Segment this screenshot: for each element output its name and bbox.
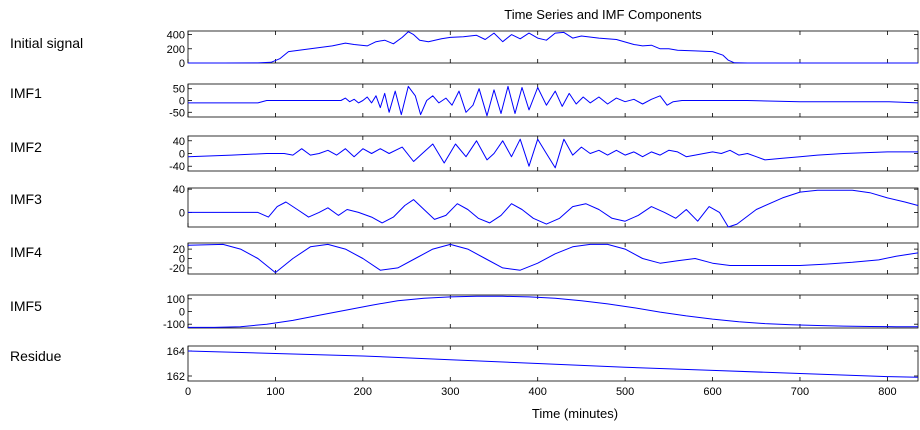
y-tick-label: 40 bbox=[173, 136, 185, 148]
y-tick-label: 200 bbox=[167, 44, 185, 56]
x-axis-label: Time (minutes) bbox=[532, 406, 618, 421]
x-tick-label: 100 bbox=[266, 386, 284, 398]
panel-frame bbox=[187, 294, 919, 329]
panel-frame bbox=[187, 30, 919, 64]
x-tick-label: 0 bbox=[185, 386, 191, 398]
panel-frame bbox=[187, 187, 919, 228]
panel-frame bbox=[187, 135, 919, 172]
y-tick-label: -40 bbox=[169, 161, 185, 173]
x-tick-label: 400 bbox=[529, 386, 547, 398]
series-line bbox=[188, 31, 918, 64]
panel-6: Residue 162 164 bbox=[10, 345, 919, 383]
series-line bbox=[187, 138, 918, 169]
panel-3: IMF3 0 40 bbox=[10, 184, 919, 228]
x-tick-label: 200 bbox=[354, 386, 372, 398]
y-tick-label: 400 bbox=[167, 30, 185, 42]
y-tick-label: 40 bbox=[173, 184, 185, 196]
y-tick-label: 100 bbox=[167, 294, 185, 306]
y-tick-label: -50 bbox=[169, 107, 185, 119]
row-label: IMF4 bbox=[10, 244, 42, 260]
series-line bbox=[187, 350, 919, 378]
row-label: IMF1 bbox=[10, 85, 42, 101]
y-tick-label: 20 bbox=[173, 244, 185, 256]
y-tick-label: 164 bbox=[167, 346, 185, 358]
row-label: IMF3 bbox=[10, 191, 42, 207]
x-tick-label: 800 bbox=[878, 386, 896, 398]
series-line bbox=[187, 243, 919, 274]
row-label: Residue bbox=[10, 348, 62, 364]
y-tick-label: 0 bbox=[179, 207, 185, 219]
x-tick-label: 700 bbox=[791, 386, 809, 398]
y-tick-label: 162 bbox=[167, 371, 185, 383]
x-tick-label: 300 bbox=[441, 386, 459, 398]
y-tick-label: -100 bbox=[163, 319, 185, 331]
x-axis: 0 100 200 300 400 500 600 700 800 bbox=[185, 386, 897, 398]
y-tick-label: 0 bbox=[179, 149, 185, 161]
y-tick-label: 0 bbox=[179, 254, 185, 266]
x-tick-label: 600 bbox=[703, 386, 721, 398]
panel-frame bbox=[187, 345, 919, 382]
y-tick-label: 0 bbox=[179, 58, 185, 70]
y-tick-label: 0 bbox=[179, 307, 185, 319]
y-tick-label: 0 bbox=[179, 96, 185, 108]
panel-0: Initial signal 0 200 400 bbox=[10, 30, 919, 70]
chart-title: Time Series and IMF Components bbox=[504, 7, 702, 22]
row-label: Initial signal bbox=[10, 35, 83, 51]
series-line bbox=[188, 85, 919, 117]
y-tick-label: 50 bbox=[173, 84, 185, 96]
series-line bbox=[188, 295, 918, 328]
row-label: IMF5 bbox=[10, 298, 42, 314]
panel-frame bbox=[187, 242, 919, 275]
series-line bbox=[188, 189, 919, 228]
row-label: IMF2 bbox=[10, 139, 42, 155]
x-tick-label: 500 bbox=[616, 386, 634, 398]
y-tick-label: -20 bbox=[169, 263, 185, 275]
panels: Initial signal0200400IMF1-50050IMF2-4004… bbox=[10, 30, 919, 383]
